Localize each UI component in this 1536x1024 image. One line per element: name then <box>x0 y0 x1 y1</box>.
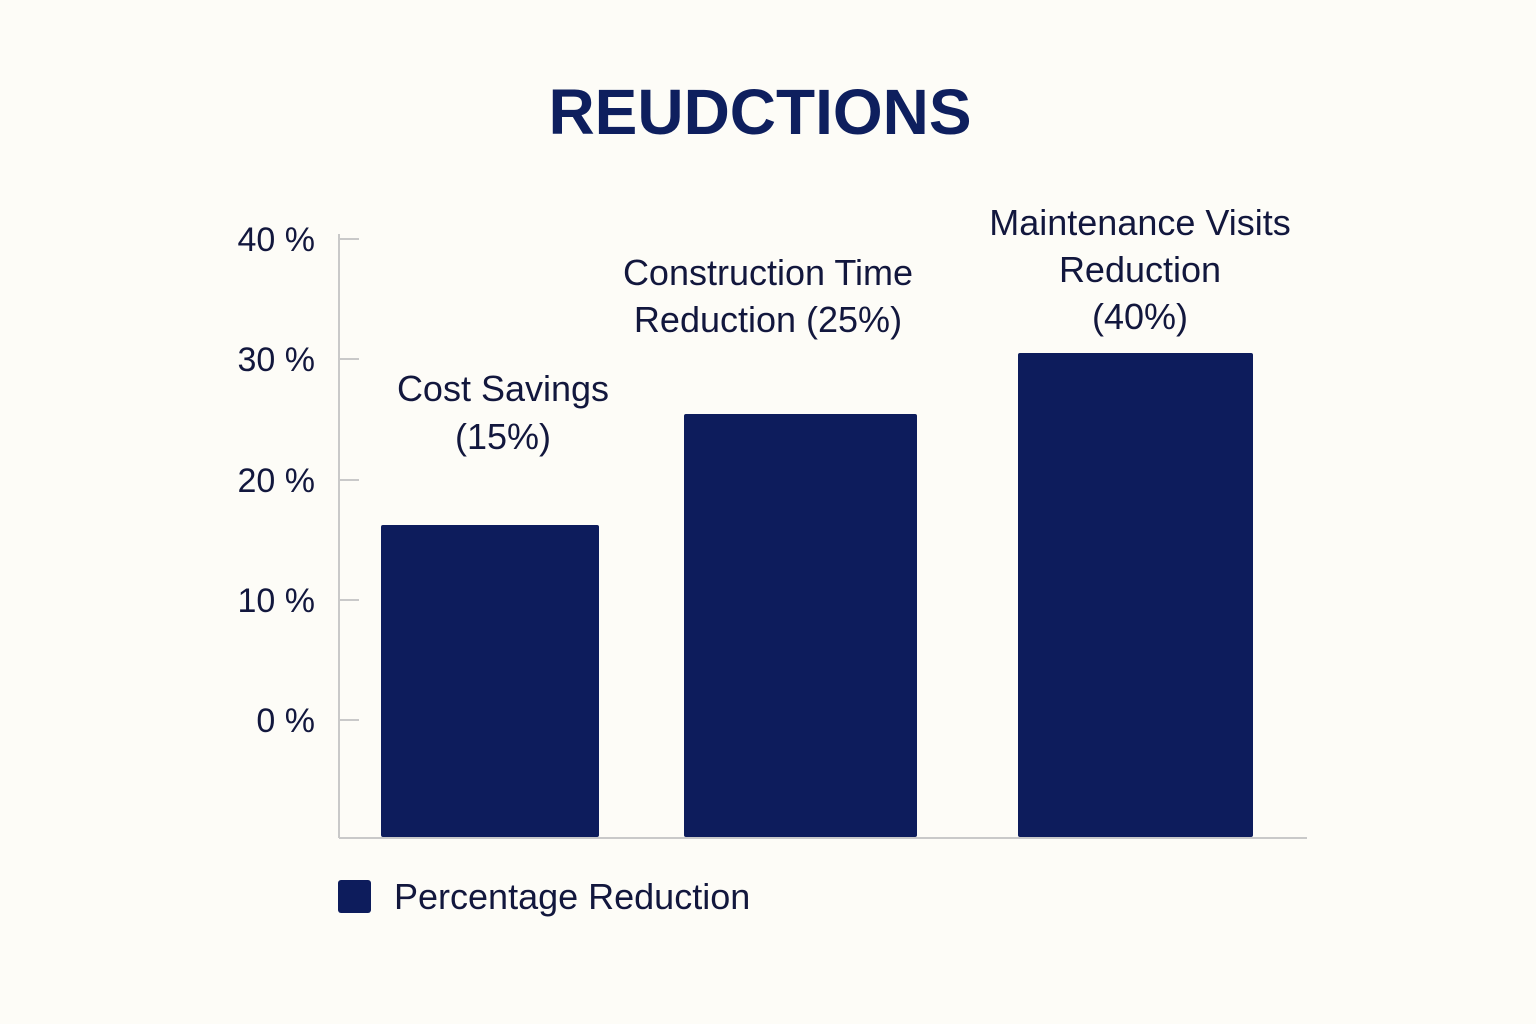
bar-data-label: Construction Time <box>623 252 913 293</box>
y-ticks: 0 % 10 % 20 % 30 % 40 % <box>238 221 359 740</box>
bar-data-label: Cost Savings <box>397 368 609 409</box>
bar-data-label: Maintenance Visits <box>989 202 1291 243</box>
legend-label: Percentage Reduction <box>394 876 750 917</box>
bar-data-label: Reduction <box>1059 249 1221 290</box>
y-tick-label: 10 % <box>238 582 316 620</box>
legend-swatch <box>338 880 371 913</box>
bar <box>684 414 917 837</box>
chart-title: REUDCTIONS <box>548 76 971 148</box>
y-tick-label: 30 % <box>238 341 316 379</box>
y-tick-label: 0 % <box>256 702 315 740</box>
bar-labels: Cost Savings (15%) Construction Time Reduct… <box>397 202 1291 457</box>
bars <box>381 353 1253 837</box>
bar-data-label: Reduction (25%) <box>634 299 902 340</box>
y-tick-label: 20 % <box>238 462 316 500</box>
bar-data-label: (15%) <box>455 416 551 457</box>
bar-data-label: (40%) <box>1092 296 1188 337</box>
y-tick-label: 40 % <box>238 221 316 259</box>
bar <box>1018 353 1253 837</box>
legend: Percentage Reduction <box>338 876 750 917</box>
bar <box>381 525 599 837</box>
